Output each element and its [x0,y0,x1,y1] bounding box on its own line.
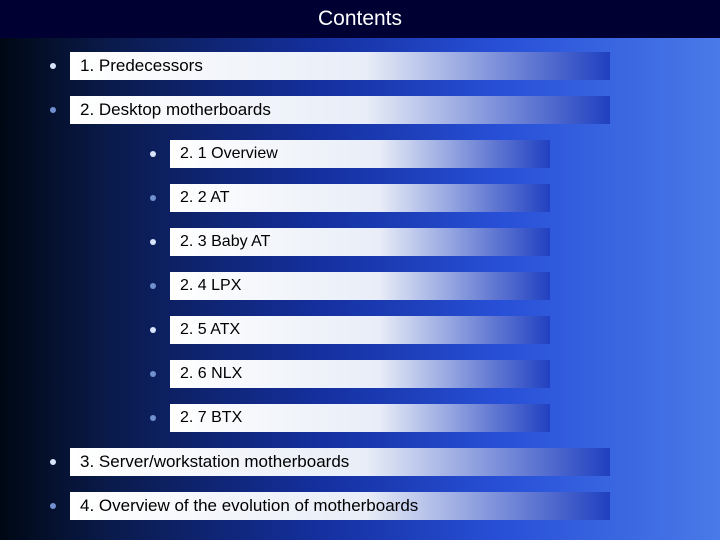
list-item-label-pill: 2. 2 AT [170,184,550,212]
list-item-label-pill: 2. Desktop motherboards [70,96,610,124]
list-item-label: 2. Desktop motherboards [80,100,271,120]
list-item-label: 2. 3 Baby AT [180,233,270,251]
list-item: 3. Server/workstation motherboards [50,448,670,476]
list-item-label-pill: 2. 3 Baby AT [170,228,550,256]
bullet-icon [150,415,156,421]
list-item-label: 2. 2 AT [180,189,230,207]
list-item-label: 1. Predecessors [80,56,203,76]
list-item-label-pill: 2. 4 LPX [170,272,550,300]
list-item-label: 4. Overview of the evolution of motherbo… [80,496,418,516]
list-item: 2. 4 LPX [150,272,670,300]
list-item: 4. Overview of the evolution of motherbo… [50,492,670,520]
list-item: 2. 1 Overview [150,140,670,168]
bullet-icon [50,63,56,69]
bullet-icon [50,459,56,465]
bullet-icon [150,371,156,377]
bullet-icon [50,503,56,509]
list-item-label: 2. 7 BTX [180,409,242,427]
list-item-label: 3. Server/workstation motherboards [80,452,349,472]
list-item-label-pill: 2. 6 NLX [170,360,550,388]
list-item-label-pill: 2. 7 BTX [170,404,550,432]
list-item-label: 2. 1 Overview [180,145,278,163]
list-item: 2. 3 Baby AT [150,228,670,256]
bullet-icon [150,327,156,333]
list-item-label-pill: 4. Overview of the evolution of motherbo… [70,492,610,520]
list-item: 2. 5 ATX [150,316,670,344]
bullet-icon [150,195,156,201]
page-title: Contents [318,7,402,31]
list-item-label-pill: 2. 5 ATX [170,316,550,344]
list-item: 1. Predecessors [50,52,670,80]
list-item: 2. 2 AT [150,184,670,212]
list-item-label: 2. 6 NLX [180,365,242,383]
contents-list: 1. Predecessors 2. Desktop motherboards … [0,38,720,520]
list-item-label: 2. 5 ATX [180,321,240,339]
bullet-icon [150,151,156,157]
list-item: 2. Desktop motherboards [50,96,670,124]
bullet-icon [150,283,156,289]
bullet-icon [50,107,56,113]
list-item: 2. 6 NLX [150,360,670,388]
list-item-label-pill: 3. Server/workstation motherboards [70,448,610,476]
title-bar: Contents [0,0,720,38]
list-item-label-pill: 1. Predecessors [70,52,610,80]
list-item: 2. 7 BTX [150,404,670,432]
list-item-label-pill: 2. 1 Overview [170,140,550,168]
bullet-icon [150,239,156,245]
list-item-label: 2. 4 LPX [180,277,241,295]
